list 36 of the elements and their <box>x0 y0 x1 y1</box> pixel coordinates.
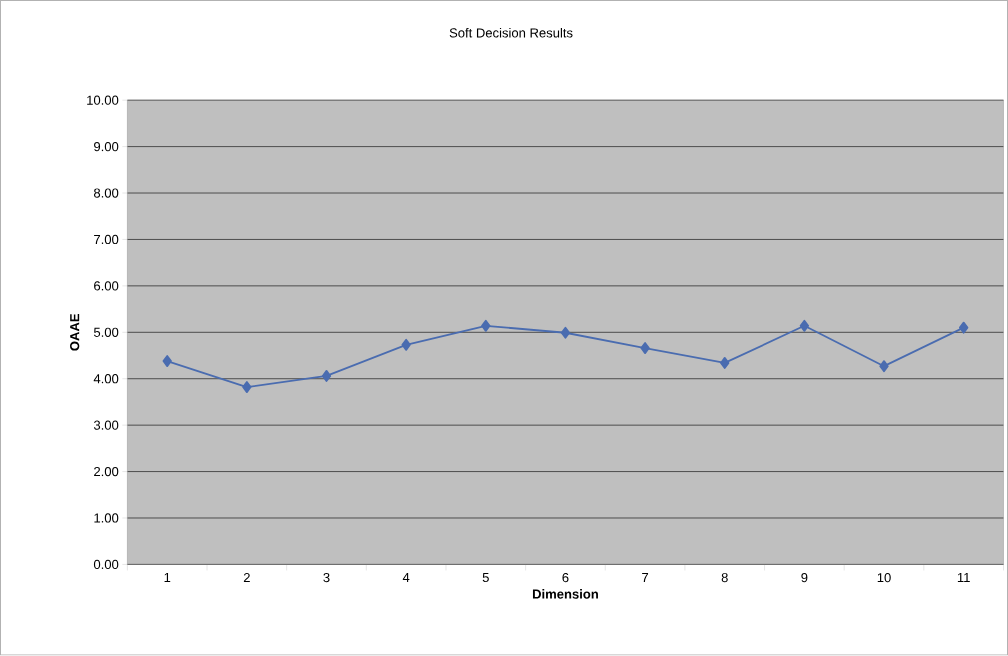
y-tick-label: 3.00 <box>93 420 119 430</box>
x-tick-label: 7 <box>642 573 649 583</box>
y-tick-label: 6.00 <box>94 281 119 291</box>
x-tick-label: 9 <box>801 573 808 583</box>
y-tick-label: 9.00 <box>94 142 119 152</box>
x-tick-label: 8 <box>721 573 728 583</box>
point <box>958 321 969 334</box>
x-tick-label: 6 <box>562 573 569 583</box>
point <box>401 339 411 351</box>
y-tick-label: 10.00 <box>87 95 119 106</box>
x-tick-label: 10 <box>877 573 891 583</box>
point <box>321 370 332 383</box>
x-tick-label: 11 <box>957 573 970 583</box>
y-tick-label: 5.00 <box>93 327 119 338</box>
x-tick-label: 2 <box>243 573 250 583</box>
y-tick-label: 4.00 <box>93 374 119 384</box>
x-tick-label: 4 <box>402 573 410 583</box>
x-axis-title: Dimension <box>532 589 598 599</box>
point <box>720 357 730 370</box>
x-tick-label: 1 <box>164 573 171 583</box>
point <box>879 360 889 373</box>
x-tick-label: 3 <box>323 573 330 583</box>
y-axis-title: OAAE <box>70 314 80 351</box>
y-tick-label: 2.00 <box>94 467 119 477</box>
y-tick-label: 8.00 <box>93 188 119 198</box>
point <box>242 381 252 394</box>
chart-title: Soft Decision Results <box>449 28 573 38</box>
x-tick-label: 5 <box>482 573 489 583</box>
point <box>481 320 491 332</box>
y-tick-label: 1.00 <box>94 513 119 523</box>
point <box>640 342 650 355</box>
point <box>799 320 810 332</box>
point <box>560 327 571 339</box>
point <box>162 355 172 368</box>
y-tick-label: 0.00 <box>93 560 119 570</box>
y-tick-label: 7.00 <box>94 235 119 245</box>
